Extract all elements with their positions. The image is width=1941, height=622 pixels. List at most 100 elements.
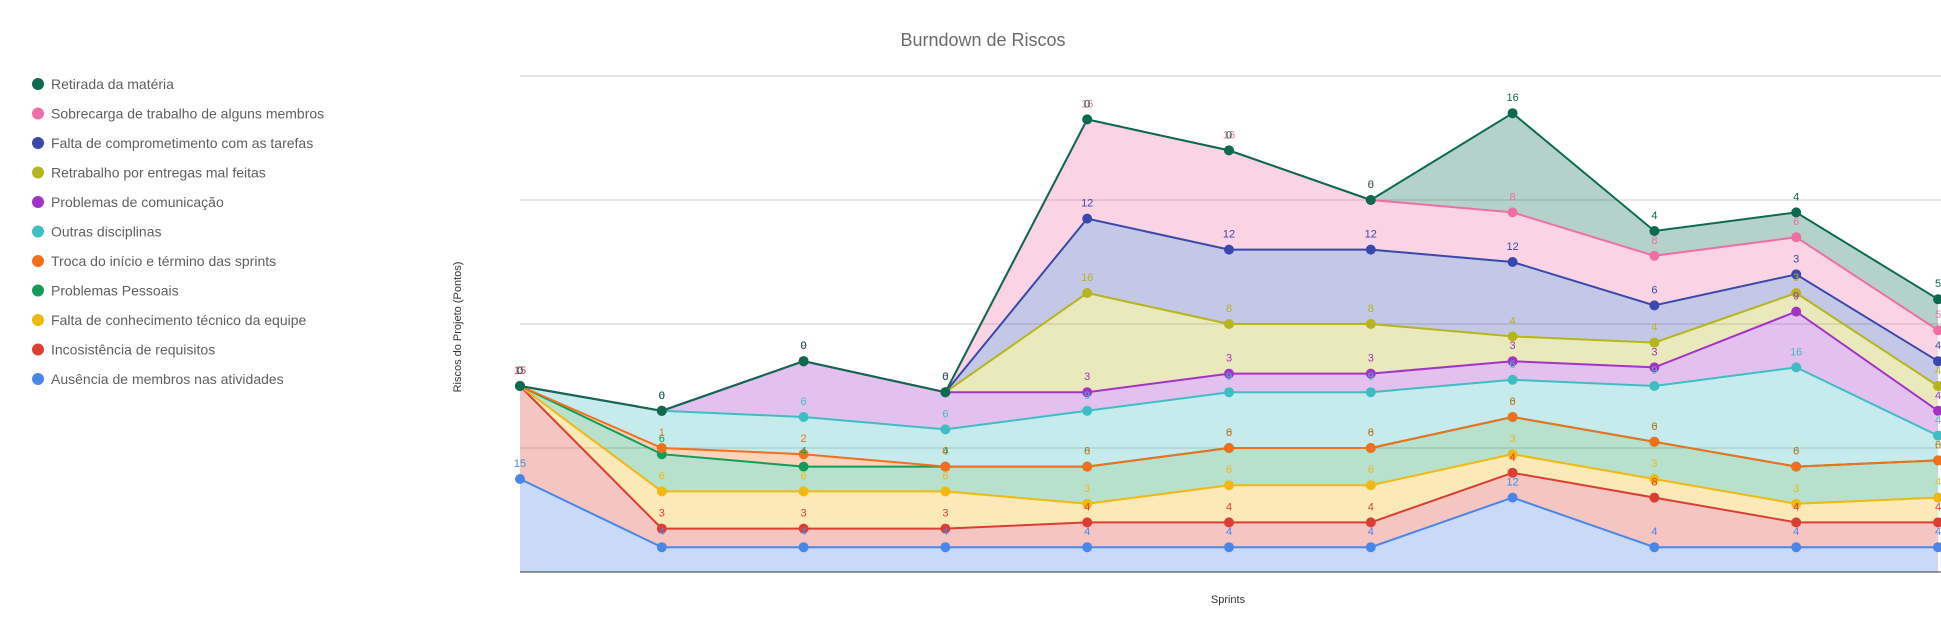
series-11-data-label: 16 <box>1506 92 1518 104</box>
series-10-data-label: 0 <box>659 390 665 402</box>
series-1-data-label: 4 <box>1935 526 1941 538</box>
series-7-data-label: 4 <box>1935 390 1941 402</box>
series-11-data-label: 4 <box>1651 210 1657 222</box>
legend-label: Problemas Pessoais <box>51 283 179 299</box>
series-8-data-label: 8 <box>1368 303 1374 315</box>
legend-swatch <box>32 196 44 208</box>
series-3-point <box>1224 480 1234 491</box>
series-5-point <box>940 461 951 472</box>
series-11-point <box>940 387 951 398</box>
series-10-data-label: 6 <box>1793 216 1799 228</box>
series-2-area <box>520 386 1938 548</box>
series-4-data-label: 4 <box>942 446 948 458</box>
series-10-point <box>1933 325 1941 336</box>
series-3-data-label: 6 <box>801 470 807 482</box>
series-3-data-label: 6 <box>942 470 948 482</box>
series-4-data-label: 6 <box>1084 446 1090 458</box>
series-7-data-label: 3 <box>1510 340 1516 352</box>
series-5-data-label: 0 <box>1368 427 1374 439</box>
series-7-point <box>1224 368 1234 379</box>
series-6-point <box>1224 387 1234 398</box>
series-7-data-label: 3 <box>1651 346 1657 358</box>
series-9-data-label: 12 <box>1365 229 1377 241</box>
series-11-point <box>1791 207 1802 218</box>
series-5-point <box>798 449 809 460</box>
series-3-data-label: 6 <box>1368 464 1374 476</box>
series-11-data-label: 0 <box>1368 179 1374 191</box>
series-9-point <box>1507 257 1518 267</box>
series-3-point <box>1933 492 1941 503</box>
series-3-point <box>798 486 809 497</box>
series-7-data-label: 3 <box>1226 353 1232 365</box>
legend-label: Troca do início e término das sprints <box>51 253 276 269</box>
series-7-data-label: 0 <box>659 390 665 402</box>
series-10-point <box>1791 232 1802 243</box>
series-11-data-label: 0 <box>942 371 948 383</box>
series-2-point <box>940 523 951 534</box>
series-1-point <box>1082 542 1093 553</box>
chart-title: Burndown de Riscos <box>900 30 1065 50</box>
series-9-data-label: 12 <box>1506 241 1518 253</box>
series-1-point <box>1365 542 1376 553</box>
legend-label: Falta de conhecimento técnico da equipe <box>51 312 306 328</box>
series-11-data-label: 4 <box>1793 191 1799 203</box>
series-5-data-label: 0 <box>517 365 523 377</box>
series-7-point <box>1365 368 1376 379</box>
series-8-point <box>1224 319 1234 329</box>
series-11-data-label: 0 <box>1226 129 1232 141</box>
legend-swatch <box>32 225 44 238</box>
series-11-data-label: 0 <box>659 390 665 402</box>
legend-swatch <box>32 343 44 356</box>
series-2-data-label: 4 <box>1226 501 1232 513</box>
series-3-point <box>1649 474 1660 484</box>
series-5-point <box>1507 412 1518 422</box>
series-8-point <box>1933 381 1941 391</box>
series-11-point <box>1649 226 1660 236</box>
series-10-point <box>1649 250 1660 261</box>
series-3-point <box>1791 498 1802 509</box>
series-10-data-label: 5 <box>1935 309 1941 321</box>
series-8-data-label: 0 <box>801 340 807 352</box>
legend-label: Ausência de membros nas atividades <box>51 371 284 387</box>
series-2-data-label: 4 <box>1084 501 1090 513</box>
legend-label: Outras disciplinas <box>51 224 162 240</box>
series-7-point <box>1082 387 1093 398</box>
series-1-point <box>656 542 667 553</box>
series-1-point <box>1224 542 1234 553</box>
series-6-point <box>798 412 809 422</box>
series-10-data-label: 8 <box>1368 179 1374 191</box>
series-7-point <box>1791 306 1802 317</box>
series-10-data-label: 0 <box>942 371 948 383</box>
series-10-data-label: 0 <box>517 365 523 377</box>
series-7-data-label: 3 <box>1084 371 1090 383</box>
series-5-data-label: 0 <box>1651 421 1657 433</box>
series-11-data-label: 5 <box>1935 278 1941 290</box>
series-5-point <box>1791 461 1802 472</box>
series-3-data-label: 0 <box>517 365 523 377</box>
series-1-point <box>798 542 809 553</box>
series-2-point <box>1791 517 1802 528</box>
series-1-data-label: 4 <box>1793 526 1799 538</box>
series-5-data-label: 0 <box>1084 446 1090 458</box>
series-6-data-label: 9 <box>1368 371 1374 383</box>
series-11-data-label: 0 <box>517 365 523 377</box>
series-7-data-label: 3 <box>1368 353 1374 365</box>
series-6-data-label: 4 <box>1935 415 1941 427</box>
series-4-data-label: 0 <box>517 365 523 377</box>
series-9-data-label: 0 <box>517 365 523 377</box>
series-4-data-label: 6 <box>1935 439 1941 451</box>
series-8-point <box>1507 331 1518 342</box>
series-4-point <box>798 461 809 472</box>
series-3-point <box>1082 498 1093 509</box>
series-2-data-label: 4 <box>1793 501 1799 513</box>
series-2-data-label: 4 <box>1368 501 1374 513</box>
series-2-point <box>1224 517 1234 528</box>
series-9-data-label: 0 <box>801 340 807 352</box>
series-11-point <box>1224 145 1234 156</box>
series-8-point <box>1791 288 1802 298</box>
legend-swatch <box>32 284 44 297</box>
series-8-data-label: 0 <box>942 371 948 383</box>
series-2-point <box>656 523 667 534</box>
series-2-data-label: 8 <box>1651 477 1657 489</box>
